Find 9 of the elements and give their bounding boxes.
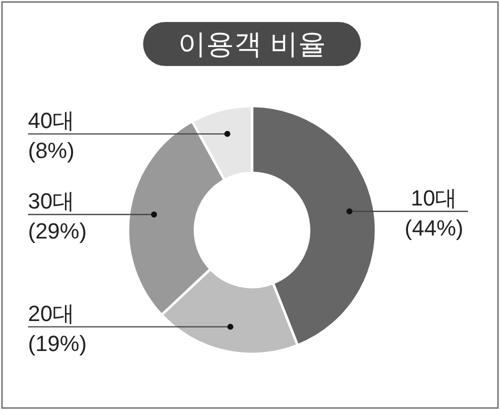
slice-label: 20대	[28, 300, 74, 326]
slice-label: 10대	[410, 185, 458, 210]
data-label: (44%)	[404, 215, 464, 240]
slice-label: 40대	[28, 108, 74, 133]
data-label: (19%)	[28, 330, 87, 356]
slice-label: 30대	[28, 188, 74, 214]
chart-title: 이용객 비율	[178, 28, 326, 60]
data-label: (8%)	[28, 138, 74, 163]
data-label: (29%)	[28, 218, 87, 244]
